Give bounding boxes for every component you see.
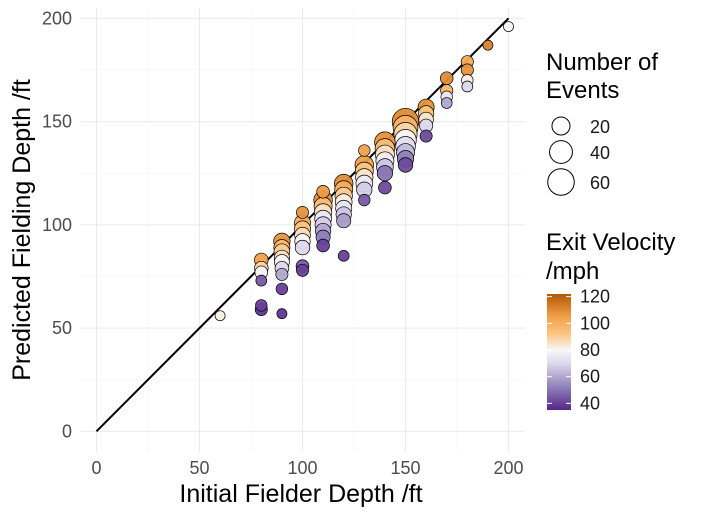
data-point (358, 144, 371, 157)
data-point (440, 97, 453, 109)
data-point (275, 282, 289, 296)
size-legend-circle (547, 168, 575, 196)
colorbar (547, 294, 571, 410)
data-point (503, 21, 514, 32)
data-point (316, 238, 330, 253)
data-point (255, 274, 268, 287)
y-tick-label: 0 (62, 421, 72, 441)
size-legend-circle (549, 140, 573, 164)
size-legend-title-line-1: Number of (546, 49, 658, 76)
size-legend-label: 20 (590, 117, 610, 137)
data-points (214, 21, 514, 322)
x-tick-label: 50 (189, 458, 209, 478)
colorbar-tick-label: 100 (580, 313, 610, 333)
colorbar-tick-label: 40 (580, 393, 600, 413)
y-tick-label: 200 (42, 8, 72, 28)
data-point (296, 205, 309, 219)
y-tick-label: 150 (42, 112, 72, 132)
y-tick-label: 100 (42, 215, 72, 235)
data-point (482, 39, 494, 51)
y-axis-title: Predicted Fielding Depth /ft (8, 79, 36, 381)
y-tick-labels: 0 50 100 150 200 (42, 8, 72, 441)
data-point (461, 80, 474, 93)
color-legend: Exit Velocity /mph 120 100 80 60 40 (546, 229, 675, 413)
data-point (337, 250, 350, 262)
y-tick-label: 50 (52, 318, 72, 338)
data-point (378, 180, 392, 195)
data-point (376, 165, 393, 182)
data-point (419, 129, 433, 143)
size-legend-items: 20 40 60 (547, 116, 610, 196)
colorbar-ticks: 120 100 80 60 40 (547, 287, 610, 413)
data-point (397, 157, 414, 173)
data-point (439, 71, 454, 85)
data-point (336, 213, 352, 229)
size-legend-label: 60 (590, 173, 610, 193)
data-point (316, 185, 330, 199)
color-legend-title-line-2: /mph (546, 258, 599, 285)
size-legend-label: 40 (590, 143, 610, 163)
data-point (276, 308, 288, 320)
colorbar-tick-label: 80 (580, 340, 600, 360)
x-tick-labels: 0 50 100 150 200 (91, 458, 523, 478)
data-point (294, 239, 311, 256)
colorbar-tick-label: 120 (580, 287, 610, 307)
size-legend-circle (551, 116, 571, 136)
data-point (255, 299, 268, 312)
x-tick-label: 150 (390, 458, 420, 478)
x-tick-label: 200 (493, 458, 523, 478)
size-legend: Number of Events 20 40 60 (546, 49, 658, 196)
data-point (214, 310, 226, 322)
data-point (358, 193, 371, 207)
data-point (275, 267, 289, 281)
size-legend-title-line-2: Events (546, 77, 619, 104)
gridlines (80, 8, 525, 452)
x-axis-title: Initial Fielder Depth /ft (179, 480, 422, 508)
color-legend-title-line-1: Exit Velocity (546, 229, 675, 256)
x-tick-label: 100 (287, 458, 317, 478)
x-tick-label: 0 (91, 458, 101, 478)
colorbar-tick-label: 60 (580, 367, 600, 387)
data-point (296, 263, 309, 277)
